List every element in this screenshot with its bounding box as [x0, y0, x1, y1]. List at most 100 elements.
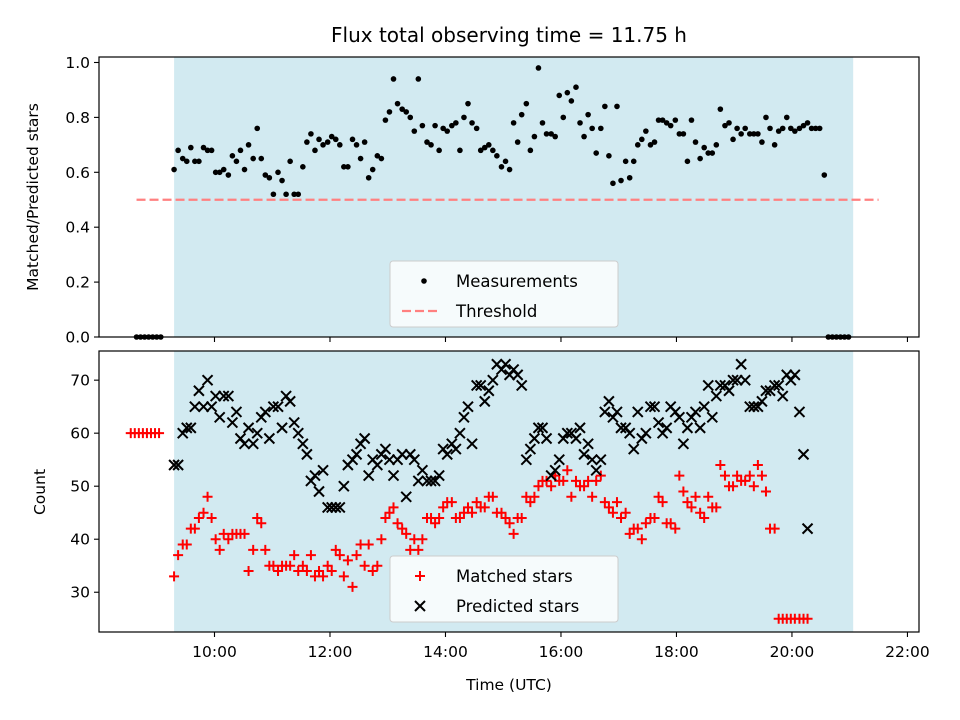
matched-star-point: [570, 475, 581, 486]
matched-star-point: [690, 491, 701, 502]
measurement-point: [742, 125, 748, 132]
measurement-point: [577, 120, 583, 126]
predicted-star-point: [321, 501, 334, 514]
predicted-star-point: [313, 485, 325, 498]
matched-star-point: [711, 502, 722, 513]
measurement-point: [747, 131, 753, 137]
measurement-point: [283, 191, 289, 198]
measurement-point: [237, 147, 244, 154]
predicted-star-point: [458, 411, 470, 423]
matched-star-point: [273, 566, 284, 577]
measurement-point: [688, 117, 695, 123]
measurement-point: [800, 122, 807, 129]
predicted-star-point: [777, 390, 789, 402]
measurement-point: [345, 164, 351, 170]
matched-star-point: [802, 613, 813, 624]
predicted-star-point: [226, 416, 239, 429]
legend-label: Threshold: [455, 302, 537, 321]
measurement-point: [378, 155, 385, 162]
measurement-point: [730, 136, 736, 143]
matched-star-point: [686, 502, 697, 513]
predicted-star-point: [441, 448, 453, 461]
measurement-point: [783, 114, 790, 121]
matched-star-point: [322, 560, 333, 571]
measurement-point: [531, 133, 538, 140]
predicted-star-point: [251, 427, 263, 439]
measurement-point: [200, 144, 207, 151]
matched-star-point: [740, 475, 751, 486]
matched-star-point: [674, 470, 685, 481]
y-tick-label: 60: [70, 425, 90, 443]
matched-star-point: [463, 502, 473, 513]
measurement-point: [663, 120, 670, 126]
y-tick-label: 50: [70, 478, 90, 496]
matched-star-point: [579, 481, 590, 492]
predicted-star-point: [673, 411, 686, 423]
x-tick-label: 12:00: [308, 643, 353, 661]
measurement-point: [444, 128, 451, 134]
measurement-point: [419, 122, 426, 129]
matched-star-point: [525, 497, 536, 508]
bottom-y-axis-title: Count: [31, 469, 49, 515]
matched-star-point: [695, 507, 706, 518]
x-tick-label: 18:00: [654, 643, 699, 661]
measurement-point: [175, 147, 181, 154]
matched-star-point: [607, 507, 618, 518]
measurement-point: [399, 106, 405, 112]
measurement-point: [506, 166, 513, 173]
predicted-star-point: [590, 464, 602, 476]
measurement-point: [337, 142, 343, 148]
matched-star-point: [616, 513, 627, 524]
predicted-star-point: [727, 374, 739, 386]
matched-star-point: [566, 491, 577, 502]
matched-star-point: [657, 497, 668, 508]
measurement-point: [734, 125, 740, 132]
measurement-point: [796, 125, 803, 132]
measurement-point: [672, 117, 679, 123]
y-tick-label: 0.2: [65, 274, 90, 292]
matched-star-point: [479, 502, 490, 513]
matched-star-point: [558, 475, 569, 486]
measurement-point: [701, 144, 707, 151]
measurement-point: [369, 166, 376, 173]
predicted-star-point: [412, 475, 425, 487]
predicted-star-point: [801, 522, 814, 535]
predicted-star-point: [499, 358, 512, 370]
predicted-star-point: [735, 358, 747, 370]
matched-star-point: [239, 528, 250, 539]
x-tick-label: 16:00: [539, 643, 584, 661]
predicted-star-point: [549, 464, 561, 476]
measurement-point: [514, 139, 521, 145]
measurement-point: [473, 125, 480, 132]
predicted-star-point: [317, 464, 329, 476]
measurement-point: [618, 177, 624, 184]
legend-predicted-marker: [414, 600, 426, 612]
matched-star-point: [181, 539, 192, 550]
predicted-star-point: [383, 453, 396, 466]
matched-star-point: [173, 550, 184, 561]
y-tick-label: 0.0: [65, 329, 90, 347]
predicted-star-point: [433, 469, 445, 482]
predicted-star-point: [371, 459, 384, 471]
predicted-star-point: [793, 406, 806, 418]
matched-star-point: [260, 544, 271, 555]
predicted-star-point: [748, 400, 760, 413]
predicted-star-point: [524, 443, 537, 455]
measurement-point: [692, 139, 699, 145]
matched-star-point: [218, 528, 229, 539]
y-tick-label: 0.4: [65, 219, 90, 237]
predicted-star-point: [450, 443, 462, 455]
matched-star-point: [649, 513, 660, 524]
x-tick-label: 20:00: [770, 643, 815, 661]
predicted-star-point: [714, 379, 727, 392]
matched-star-point: [620, 507, 631, 518]
predicted-star-point: [396, 448, 408, 461]
measurement-point: [179, 155, 186, 162]
measurement-point: [630, 158, 637, 165]
predicted-star-point: [330, 501, 342, 514]
matched-star-point: [297, 560, 308, 571]
legend-label: Measurements: [456, 272, 578, 291]
matched-star-point: [636, 534, 647, 545]
matched-star-point: [715, 459, 726, 470]
measurement-point: [763, 114, 769, 121]
